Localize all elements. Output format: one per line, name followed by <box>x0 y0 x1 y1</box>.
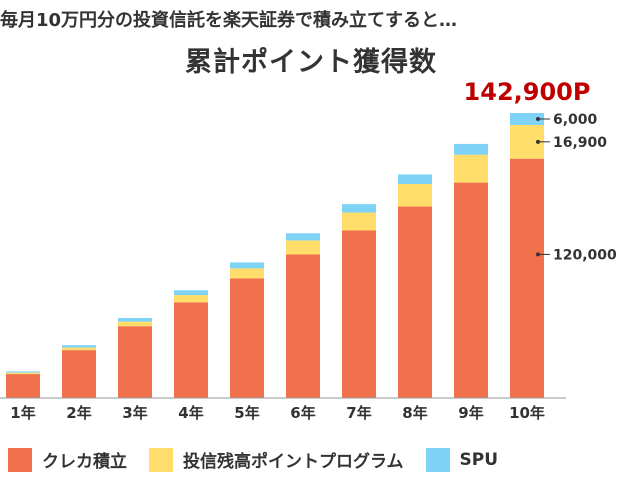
callout-credit-label: 120,000 <box>553 247 617 263</box>
bar-spu-6 <box>286 233 320 241</box>
bar-credit-3 <box>118 326 152 398</box>
bar-trust-4 <box>174 295 208 303</box>
bar-trust-5 <box>230 268 264 279</box>
legend-label-spu: SPU <box>459 449 499 470</box>
callout-credit: 120,000 <box>536 247 617 263</box>
x-tick-label: 7年 <box>346 404 371 422</box>
bar-trust-9 <box>454 154 488 183</box>
callout-spu: 6,000 <box>536 112 598 128</box>
legend-item-trust: 投信残高ポイントプログラム <box>149 447 404 472</box>
callout-credit-dot <box>536 252 540 257</box>
x-tick-label: 9年 <box>458 404 483 422</box>
x-tick-label: 4年 <box>178 404 203 422</box>
x-tick-label: 3年 <box>122 404 147 422</box>
bar-trust-3 <box>118 321 152 327</box>
callout-spu-dot <box>536 116 540 121</box>
bar-credit-2 <box>62 350 96 398</box>
bar-credit-5 <box>230 278 264 398</box>
x-tick-label: 8年 <box>402 404 427 422</box>
legend-item-spu: SPU <box>425 447 499 472</box>
callout-trust: 16,900 <box>536 135 607 151</box>
legend: クレカ積立 投信残高ポイントプログラム SPU <box>8 447 520 472</box>
x-tick-label: 1年 <box>10 404 35 422</box>
callout-trust-label: 16,900 <box>553 135 607 151</box>
bar-trust-1 <box>6 372 40 375</box>
legend-item-credit: クレカ積立 <box>8 447 127 472</box>
bar-spu-10 <box>510 113 544 125</box>
bar-spu-2 <box>62 345 96 348</box>
bar-credit-6 <box>286 254 320 398</box>
chart-title: 累計ポイント獲得数 <box>185 47 437 78</box>
x-tick-label: 5年 <box>234 404 259 422</box>
total-points-label: 142,900P <box>464 78 591 106</box>
bar-spu-3 <box>118 318 152 322</box>
bar-credit-4 <box>174 302 208 398</box>
bar-trust-6 <box>286 240 320 255</box>
x-tick-label: 6年 <box>290 404 315 422</box>
bar-spu-9 <box>454 143 488 155</box>
bar-credit-8 <box>398 206 432 398</box>
bar-credit-7 <box>342 230 376 398</box>
bar-trust-7 <box>342 212 376 231</box>
bar-trust-8 <box>398 184 432 207</box>
legend-swatch-credit <box>8 447 32 472</box>
legend-swatch-spu <box>425 447 450 472</box>
callout-spu-label: 6,000 <box>553 112 598 128</box>
legend-label-trust: 投信残高ポイントプログラム <box>183 452 404 472</box>
stacked-bar-chart: 1年 2年 3年 4年 5年 6年 7年 8年 9年 10年 142,900P 6,000 16,9… <box>0 78 617 422</box>
bar-credit-10 <box>510 158 544 398</box>
bar-spu-5 <box>230 262 264 269</box>
bar-spu-7 <box>342 204 376 213</box>
x-tick-label: 2年 <box>66 404 91 422</box>
callout-trust-dot <box>536 139 540 144</box>
bar-credit-1 <box>6 374 40 398</box>
x-tick-label: 10年 <box>509 404 545 422</box>
bar-spu-1 <box>6 371 40 373</box>
bar-spu-4 <box>174 290 208 296</box>
bar-spu-8 <box>398 174 432 185</box>
legend-swatch-trust <box>149 447 173 472</box>
bar-credit-9 <box>454 182 488 398</box>
bar-trust-2 <box>62 347 96 351</box>
legend-label-credit: クレカ積立 <box>42 452 127 472</box>
chart-subtitle: 毎月10万円分の投資信託を楽天証券で積み立てすると… <box>0 10 458 31</box>
